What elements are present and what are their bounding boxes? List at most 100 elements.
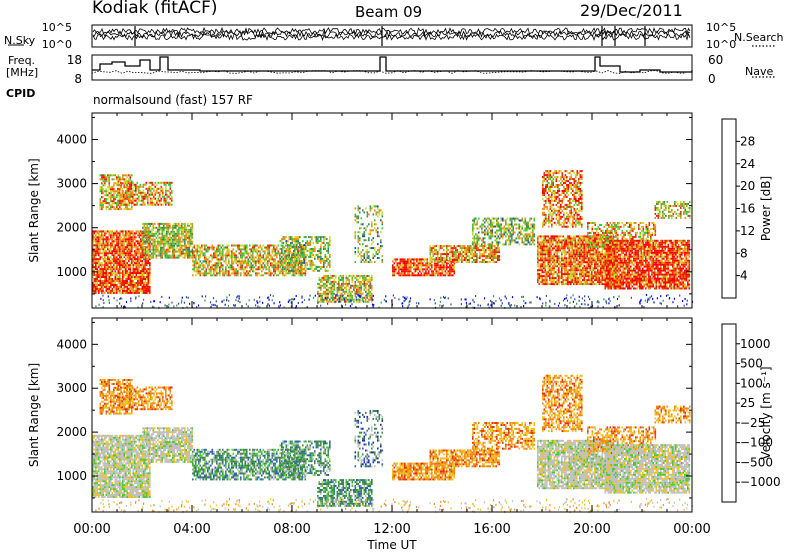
heatmap-cell: [361, 291, 363, 293]
heatmap-cell: [190, 233, 192, 235]
heatmap-cell: [127, 280, 129, 282]
heatmap-cell: [139, 272, 141, 274]
heatmap-cell: [131, 292, 133, 294]
heatmap-cell: [463, 247, 465, 249]
heatmap-cell: [245, 247, 247, 249]
heatmap-cell: [100, 284, 102, 286]
heatmap-cell: [440, 245, 442, 247]
heatmap-cell: [472, 226, 474, 228]
heatmap-cell: [552, 265, 554, 267]
heatmap-cell: [373, 241, 375, 243]
heatmap-cell: [134, 254, 136, 256]
heatmap-cell: [163, 241, 165, 243]
heatmap-cell: [545, 265, 547, 267]
heatmap-cell: [519, 237, 521, 239]
heatmap-cell: [291, 274, 293, 276]
heatmap-cell: [95, 286, 97, 288]
heatmap-cell: [192, 260, 194, 262]
heatmap-cell: [103, 254, 105, 256]
heatmap-cell: [153, 235, 155, 237]
heatmap-cell: [178, 249, 180, 251]
heatmap-cell: [267, 262, 269, 264]
heatmap-cell: [513, 233, 515, 235]
heatmap-cell: [125, 254, 127, 256]
heatmap-cell: [145, 292, 147, 294]
heatmap-cell: [169, 243, 171, 245]
heatmap-cell: [94, 256, 96, 258]
heatmap-cell: [368, 233, 370, 235]
heatmap-cell: [200, 254, 202, 256]
heatmap-cell: [236, 272, 238, 274]
heatmap-cell: [492, 230, 494, 232]
heatmap-cell: [112, 240, 114, 242]
heatmap-cell: [113, 178, 115, 180]
heatmap-cell: [139, 274, 141, 276]
heatmap-cell: [473, 245, 475, 247]
heatmap-cell: [329, 242, 331, 244]
heatmap-cell: [485, 245, 487, 247]
heatmap-cell: [548, 261, 550, 263]
heatmap-cell: [210, 274, 212, 276]
heatmap-cell: [142, 272, 144, 274]
heatmap-cell: [137, 204, 139, 206]
heatmap-cell: [206, 250, 208, 252]
heatmap-cell: [153, 251, 155, 253]
heatmap-cell: [172, 245, 174, 247]
heatmap-cell: [187, 249, 189, 251]
heatmap-cell: [228, 270, 230, 272]
heatmap-cell: [239, 260, 241, 262]
heatmap-cell: [531, 226, 533, 228]
heatmap-cell: [104, 270, 106, 272]
heatmap-cell: [280, 240, 282, 242]
heatmap-cell: [338, 281, 340, 283]
heatmap-cell: [371, 287, 373, 289]
heatmap-cell: [283, 238, 285, 240]
heatmap-cell: [404, 264, 406, 266]
heatmap-cell: [517, 235, 519, 237]
heatmap-cell: [355, 277, 357, 279]
heatmap-cell: [356, 275, 358, 277]
heatmap-cell: [130, 258, 132, 260]
heatmap-cell: [359, 207, 361, 209]
heatmap-cell: [101, 238, 103, 240]
heatmap-cell: [177, 223, 179, 225]
heatmap-cell: [395, 258, 397, 260]
heatmap-cell: [165, 241, 167, 243]
heatmap-cell: [479, 249, 481, 251]
heatmap-cell: [490, 251, 492, 253]
heatmap-cell: [139, 280, 141, 282]
heatmap-cell: [367, 255, 369, 257]
heatmap-cell: [104, 232, 106, 234]
heatmap-cell: [94, 290, 96, 292]
heatmap-cell: [149, 204, 151, 206]
heatmap-cell: [501, 235, 503, 237]
heatmap-cell: [404, 268, 406, 270]
heatmap-cell: [142, 282, 144, 284]
heatmap-cell: [546, 275, 548, 277]
heatmap-cell: [119, 290, 121, 292]
heatmap-cell: [109, 234, 111, 236]
heatmap-cell: [101, 264, 103, 266]
heatmap-cell: [537, 251, 539, 253]
heatmap-cell: [523, 230, 525, 232]
heatmap-cell: [175, 243, 177, 245]
heatmap-cell: [542, 279, 544, 281]
heatmap-cell: [455, 255, 457, 257]
heatmap-cell: [101, 286, 103, 288]
heatmap-cell: [177, 239, 179, 241]
heatmap-cell: [136, 250, 138, 252]
heatmap-cell: [150, 239, 152, 241]
heatmap-cell: [109, 178, 111, 180]
heatmap-cell: [332, 283, 334, 285]
heatmap-cell: [442, 270, 444, 272]
heatmap-cell: [326, 277, 328, 279]
heatmap-cell: [137, 188, 139, 190]
heatmap-cell: [103, 174, 105, 176]
heatmap-cell: [184, 257, 186, 259]
heatmap-cell: [115, 254, 117, 256]
heatmap-cell: [555, 255, 557, 257]
heatmap-cell: [132, 198, 134, 200]
heatmap-cell: [104, 200, 106, 202]
heatmap-cell: [355, 285, 357, 287]
heatmap-cell: [517, 233, 519, 235]
